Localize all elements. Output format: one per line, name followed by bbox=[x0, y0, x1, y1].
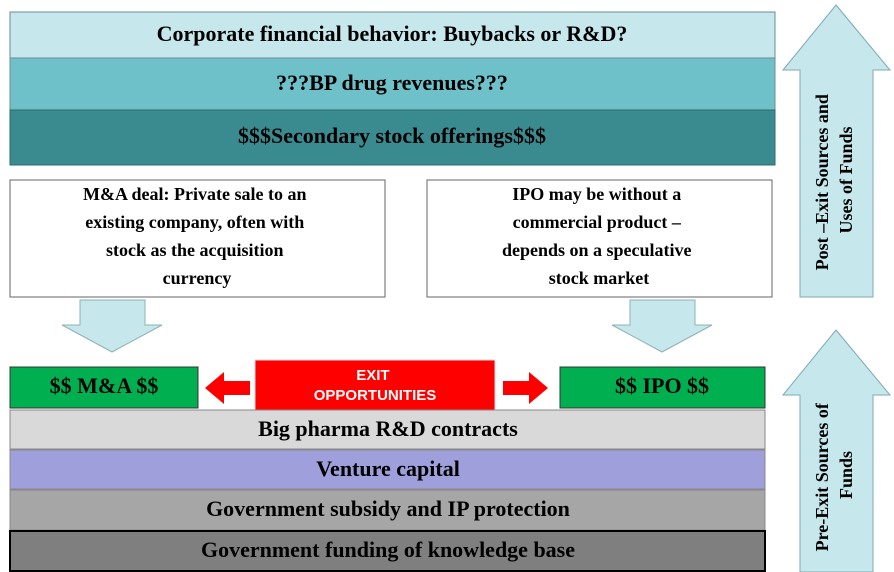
stack-row bbox=[9, 409, 766, 450]
stack-text: Corporate financial behavior: Buybacks o… bbox=[157, 21, 628, 46]
stack-text: Government funding of knowledge base bbox=[201, 537, 575, 562]
stack-row bbox=[9, 530, 766, 572]
red-arrow bbox=[503, 372, 548, 404]
red-arrow bbox=[205, 372, 250, 404]
down-arrow bbox=[61, 299, 163, 353]
stack-text: $$$Secondary stock offerings$$$ bbox=[238, 123, 546, 148]
stack-text: Government subsidy and IP protection bbox=[206, 496, 570, 521]
exit-text: $$ M&A $$ bbox=[50, 373, 159, 398]
exit-text: $$ IPO $$ bbox=[615, 373, 709, 398]
up-arrow bbox=[781, 329, 892, 572]
exit-box bbox=[559, 366, 766, 409]
text-box bbox=[9, 179, 386, 298]
exit-box bbox=[254, 359, 496, 411]
stack-text: Big pharma R&D contracts bbox=[258, 416, 518, 441]
down-arrow bbox=[611, 299, 713, 353]
stack-text: Venture capital bbox=[316, 456, 460, 481]
side-label: Pre-Exit Sources of Funds bbox=[812, 399, 856, 552]
exit-box bbox=[9, 366, 199, 409]
side-label: Post –Exit Sources and Uses of Funds bbox=[812, 90, 856, 271]
up-arrow bbox=[781, 4, 892, 298]
exit-text: EXIT OPPORTUNITIES bbox=[314, 367, 437, 404]
stack-text: ???BP drug revenues??? bbox=[276, 70, 508, 95]
box-text: IPO may be without a commercial product … bbox=[502, 184, 696, 288]
stack-row bbox=[9, 11, 776, 59]
text-box bbox=[426, 179, 773, 298]
stack-row bbox=[9, 57, 776, 111]
stack-row bbox=[9, 449, 766, 490]
stack-row bbox=[9, 109, 776, 166]
box-text: M&A deal: Private sale to an existing co… bbox=[83, 184, 311, 288]
